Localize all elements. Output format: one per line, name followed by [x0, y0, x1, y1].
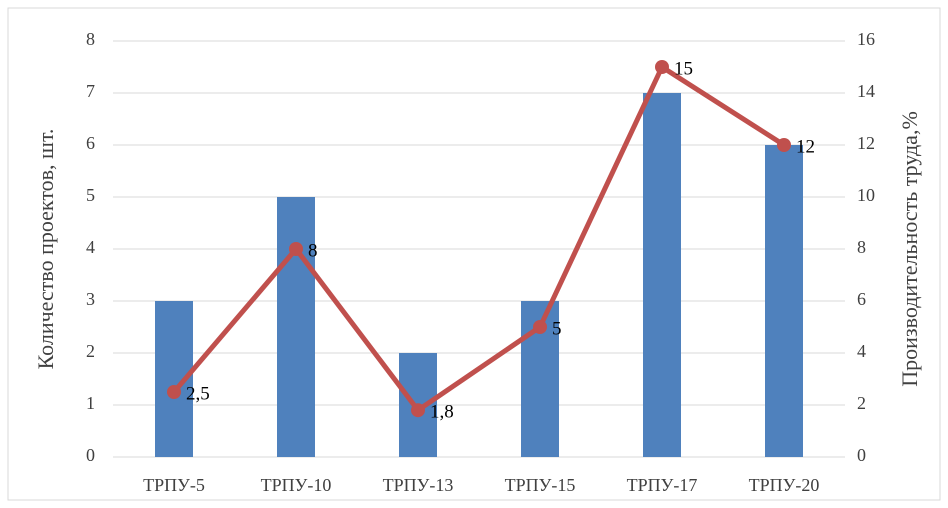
line-point: [777, 138, 791, 152]
y-tick-label: 2: [86, 341, 95, 361]
x-tick-label: ТРПУ-13: [383, 475, 454, 495]
line-point: [655, 60, 669, 74]
y2-axis-title: Производительность труда,%: [897, 111, 922, 387]
data-label: 12: [796, 136, 815, 157]
line-point: [411, 403, 425, 418]
y-tick-label: 5: [86, 185, 95, 205]
line-point: [533, 320, 547, 334]
x-tick-label: ТРПУ-5: [143, 475, 205, 495]
x-tick-label: ТРПУ-15: [505, 475, 576, 495]
y-tick-label: 1: [86, 393, 95, 413]
data-label: 8: [308, 240, 318, 261]
y2-tick-label: 14: [857, 81, 875, 101]
x-tick-label: ТРПУ-20: [749, 475, 820, 495]
y-axis-title: Количество проектов, шт.: [33, 129, 58, 370]
y2-tick-label: 10: [857, 185, 875, 205]
data-label: 5: [552, 318, 562, 339]
y-tick-label: 7: [86, 81, 95, 101]
y-tick-label: 8: [86, 29, 95, 49]
line-point: [289, 242, 303, 256]
data-label: 2,5: [186, 383, 210, 404]
y2-tick-label: 2: [857, 393, 866, 413]
x-tick-label: ТРПУ-10: [261, 475, 332, 495]
y-tick-label: 4: [86, 237, 95, 257]
bar: [643, 93, 681, 457]
y2-tick-label: 16: [857, 29, 875, 49]
x-tick-label: ТРПУ-17: [627, 475, 698, 495]
y2-tick-label: 8: [857, 237, 866, 257]
line: [172, 64, 786, 413]
y-tick-label: 6: [86, 133, 95, 153]
y-tick-label: 3: [86, 289, 95, 309]
y-tick-label: 0: [86, 445, 95, 465]
line-point: [167, 385, 181, 399]
y2-tick-label: 0: [857, 445, 866, 465]
data-label: 15: [674, 58, 693, 79]
bar: [277, 197, 315, 457]
y2-tick-label: 6: [857, 289, 866, 309]
y2-tick-label: 12: [857, 133, 875, 153]
data-label: 1,8: [430, 402, 454, 423]
bar: [765, 145, 803, 457]
y2-tick-label: 4: [857, 341, 866, 361]
